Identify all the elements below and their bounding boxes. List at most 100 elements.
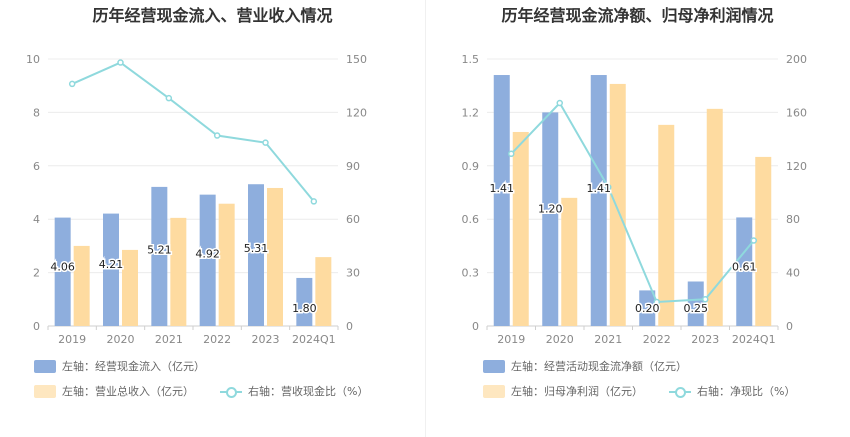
x-tick-label: 2019 [497,333,525,346]
y-right-tick-label: 200 [786,53,807,66]
line-point [508,150,515,158]
line-point [310,198,318,205]
y-left-tick-label: 0 [33,320,40,333]
data-label: 0.25 [684,302,709,315]
data-label: 4.21 [99,258,124,271]
x-tick-label: 2019 [58,333,86,346]
x-tick-label: 2020 [546,333,574,346]
y-right-tick-label: 30 [346,267,360,280]
legend-label-cash-inflow: 左轴：经营现金流入（亿元） [62,360,205,373]
legend-item-revenue-cash-ratio[interactable]: 右轴：营收现金比（%） [220,383,368,399]
data-label: 1.80 [292,302,317,315]
bar [122,249,138,326]
bar [590,75,607,327]
y-left-tick-label: 0.6 [462,213,480,226]
bar [170,217,187,326]
chart-title-right: 历年经营现金流净额、归母净利润情况 [501,6,774,25]
line-point [117,59,124,66]
legend-item-net-profit[interactable]: 左轴：归母净利润（亿元） [483,383,643,399]
legend-line-icon [669,385,691,398]
data-label: 5.21 [147,243,172,256]
series-line [510,101,755,304]
line-point [213,132,221,139]
data-label: 1.41 [587,182,612,195]
data-label: 1.20 [538,203,563,216]
data-label: 0.61 [732,260,757,273]
bar [512,131,529,326]
legend-item-net-cash-ratio[interactable]: 右轴：净现比（%） [669,383,795,399]
y-right-tick-label: 120 [786,160,807,173]
legend-item-cash-inflow[interactable]: 左轴：经营现金流入（亿元） [34,358,205,374]
legend-swatch-net-cash-flow [483,359,505,373]
y-left-tick-label: 8 [33,106,40,119]
bar [687,281,704,326]
legend-item-revenue[interactable]: 左轴：营业总收入（亿元） [34,383,194,399]
line-point [702,296,709,303]
bar [542,112,559,327]
panel-divider [425,0,426,437]
legend-swatch-revenue [34,384,56,398]
legend-label-net-cash-ratio: 右轴：净现比（%） [697,385,796,398]
bar [54,217,71,326]
y-left-tick-label: 0 [472,320,479,333]
legend-swatch-net-profit [483,384,505,398]
y-left-tick-label: 2 [33,267,40,280]
x-tick-label: 2023 [252,333,280,346]
bar [315,257,332,326]
bar [493,75,510,327]
x-tick-label: 2022 [203,333,231,346]
legend-swatch-cash-inflow [34,359,56,373]
y-right-tick-label: 120 [346,106,367,119]
bar [218,203,235,326]
data-label: 4.92 [195,248,220,261]
x-tick-label: 2021 [594,333,622,346]
data-label: 4.06 [50,260,75,273]
legend-label-net-cash-flow: 左轴：经营活动现金流净额（亿元） [511,360,687,373]
line-point [262,139,269,146]
bar [561,197,578,326]
bar [199,194,216,326]
y-left-tick-label: 0.9 [462,160,480,173]
x-tick-label: 2023 [691,333,719,346]
line-point [556,99,563,107]
y-left-tick-label: 6 [33,160,40,173]
y-right-tick-label: 160 [786,106,807,119]
bar [103,213,119,326]
y-right-tick-label: 80 [786,213,800,226]
y-left-tick-label: 10 [26,53,40,66]
y-right-tick-label: 150 [346,53,367,66]
y-right-tick-label: 40 [786,267,800,280]
y-left-tick-label: 4 [33,213,40,226]
y-right-tick-label: 0 [346,320,353,333]
bar [736,217,753,326]
line-point [653,298,660,306]
bar [658,124,675,326]
legend-label-revenue: 左轴：营业总收入（亿元） [62,385,194,398]
y-right-tick-label: 0 [786,320,793,333]
bar [639,290,656,326]
legend-label-net-profit: 左轴：归母净利润（亿元） [511,385,643,398]
line-point [605,183,612,191]
series-line [71,61,315,203]
x-tick-label: 2020 [107,333,135,346]
bar [755,156,772,326]
y-left-tick-label: 0.3 [462,267,480,280]
legend-line-icon [220,385,242,398]
bar [248,184,264,326]
legend-label-revenue-cash-ratio: 右轴：营收现金比（%） [248,385,369,398]
bar [706,108,723,326]
y-right-tick-label: 60 [346,213,360,226]
x-tick-label: 2021 [155,333,183,346]
bar [296,277,313,326]
y-left-tick-label: 1.5 [462,53,480,66]
line-point [68,80,76,88]
x-tick-label: 2024Q1 [732,333,776,346]
line-point [165,94,173,102]
x-tick-label: 2022 [643,333,671,346]
legend-item-net-cash-flow[interactable]: 左轴：经营活动现金流净额（亿元） [483,358,687,374]
bar [267,187,283,326]
bar [609,83,626,326]
data-label: 1.41 [490,182,515,195]
data-label: 0.20 [635,302,660,315]
